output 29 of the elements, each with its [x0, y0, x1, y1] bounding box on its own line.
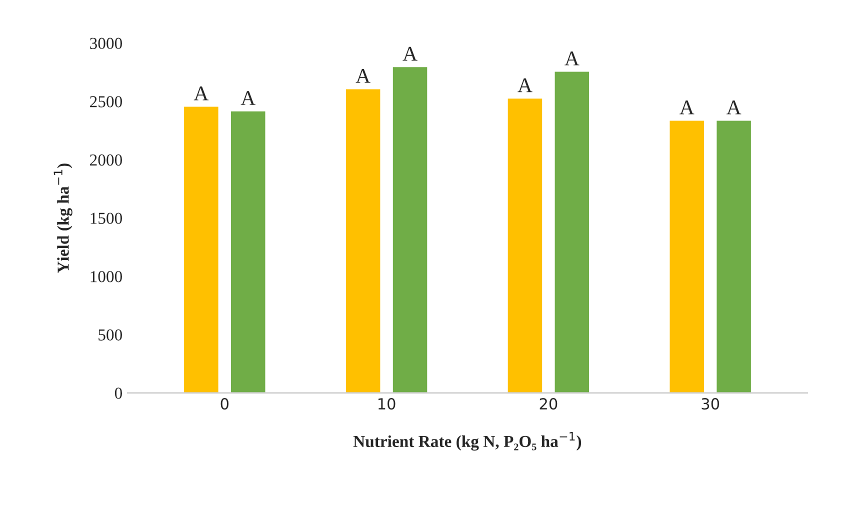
data-label: A — [726, 100, 742, 114]
x-tick-label: 30 — [702, 398, 720, 410]
y-tick-label: 0 — [114, 388, 122, 399]
y-tick-label: 3000 — [90, 38, 122, 50]
bar — [182, 105, 220, 393]
bar — [392, 66, 429, 393]
data-label: A — [680, 100, 694, 114]
data-label: A — [194, 86, 209, 100]
y-tick-label: 500 — [98, 329, 122, 341]
bar — [715, 119, 752, 393]
bar — [230, 110, 267, 393]
data-label: A — [564, 52, 580, 66]
x-axis-title: Nutrient Rate (kg N, P₂O₅ ha$^{−1}$) — [353, 432, 582, 451]
data-label: A — [518, 78, 532, 92]
data-label: A — [402, 46, 418, 61]
y-tick-label: 1000 — [90, 271, 122, 282]
y-tick-label: 2500 — [90, 96, 122, 108]
x-tick-label: 20 — [540, 398, 558, 410]
y-tick-label: 1500 — [90, 212, 122, 224]
x-tick-label: 0 — [220, 398, 228, 410]
data-label: A — [240, 91, 256, 105]
bar — [506, 97, 544, 393]
bar — [668, 119, 706, 393]
bar — [344, 88, 382, 393]
y-axis-title: Yield (kg ha$^{−1}$) — [54, 164, 72, 273]
x-tick-label: 10 — [378, 398, 396, 410]
data-label: A — [356, 68, 370, 83]
bar — [553, 70, 590, 393]
y-tick-label: 2000 — [90, 154, 122, 166]
